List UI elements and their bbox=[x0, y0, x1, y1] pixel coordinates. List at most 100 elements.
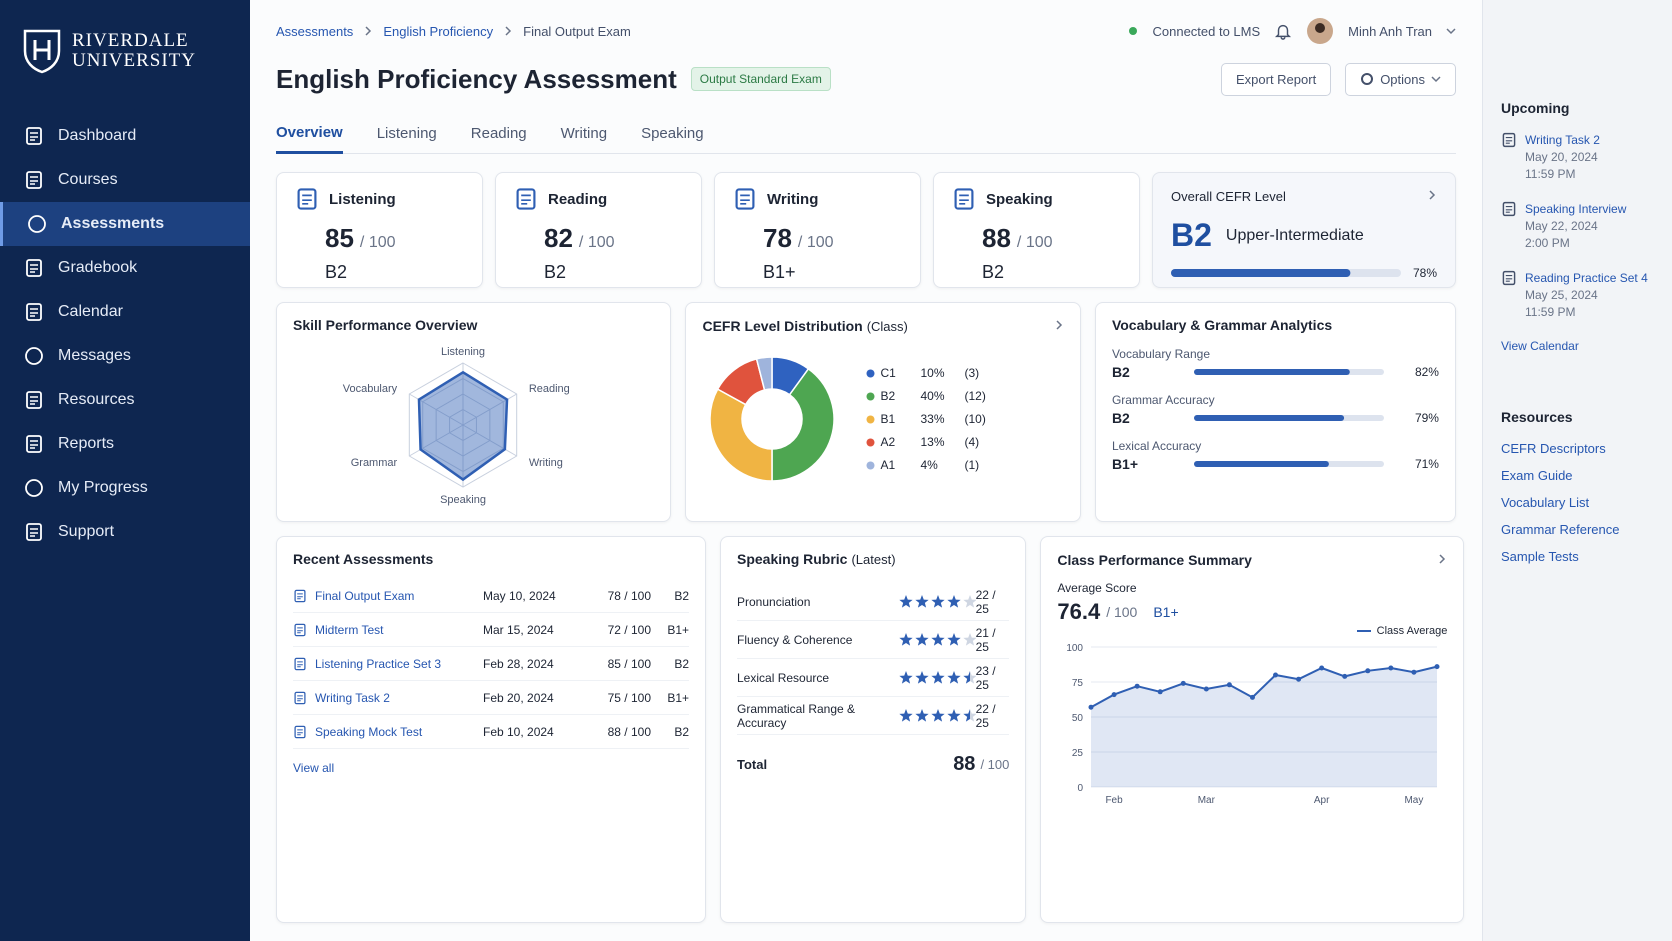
nav-item[interactable]: Dashboard bbox=[0, 114, 250, 158]
resource-link[interactable]: CEFR Descriptors bbox=[1501, 441, 1606, 456]
nav-item[interactable]: Messages bbox=[0, 334, 250, 378]
y-tick-label: 50 bbox=[1072, 713, 1084, 724]
upcoming-date: May 22, 2024 bbox=[1525, 219, 1598, 233]
status-text: Connected to LMS bbox=[1152, 23, 1261, 39]
resource-link[interactable]: Sample Tests bbox=[1501, 549, 1579, 564]
bell-shape bbox=[1275, 24, 1292, 40]
icon bbox=[26, 391, 42, 409]
nav-item[interactable]: Resources bbox=[0, 378, 250, 422]
legend-swatch bbox=[866, 392, 875, 400]
donut-slice bbox=[709, 388, 774, 482]
recent-link[interactable]: View all bbox=[293, 761, 335, 775]
star bbox=[947, 594, 961, 608]
star bbox=[963, 632, 976, 646]
rubric-score: 22 / 25 bbox=[975, 701, 996, 730]
tab[interactable]: Speaking bbox=[641, 125, 704, 142]
recent-cell: Feb 20, 2024 bbox=[483, 690, 554, 705]
recent-cell[interactable]: Midterm Test bbox=[315, 622, 384, 637]
resources-title: Resources bbox=[1501, 409, 1573, 425]
skill-level: B1+ bbox=[763, 262, 796, 282]
rubric-criterion: Fluency & Coherence bbox=[737, 632, 853, 647]
resource-link[interactable]: Exam Guide bbox=[1501, 468, 1573, 483]
breadcrumb-item[interactable]: Assessments bbox=[276, 23, 354, 39]
rubric-score: 23 / 25 bbox=[975, 663, 996, 692]
nav-item[interactable]: Support bbox=[0, 510, 250, 554]
icon-shape bbox=[26, 259, 42, 277]
bottom-panels: Recent Assessments Final Output Exam May 1… bbox=[276, 536, 1465, 923]
button[interactable]: Options bbox=[1345, 62, 1456, 96]
y-tick-label: 100 bbox=[1067, 643, 1084, 654]
point bbox=[1365, 668, 1371, 674]
nav-item[interactable]: My Progress bbox=[0, 466, 250, 510]
logo-line: RIVERDALE bbox=[72, 30, 189, 51]
stars bbox=[899, 632, 976, 646]
legend-swatch bbox=[866, 461, 875, 469]
distribution-subtitle: (Class) bbox=[866, 318, 908, 334]
upcoming-time: 11:59 PM bbox=[1525, 167, 1576, 181]
icon-shape bbox=[1505, 206, 1513, 213]
analytics-level: B2 bbox=[1111, 410, 1130, 426]
point bbox=[1227, 682, 1233, 688]
icon bbox=[26, 523, 42, 541]
nav-item[interactable]: Calendar bbox=[0, 290, 250, 334]
recent-cell[interactable]: Final Output Exam bbox=[315, 588, 415, 603]
user-name[interactable]: Minh Anh Tran bbox=[1348, 23, 1432, 39]
nav-label: Support bbox=[58, 523, 115, 540]
badge: Output Standard Exam bbox=[690, 67, 831, 91]
button[interactable]: Export Report bbox=[1220, 62, 1332, 96]
nav-item[interactable]: Gradebook bbox=[0, 246, 250, 290]
icon-shape bbox=[26, 391, 42, 409]
icon bbox=[26, 127, 42, 145]
point bbox=[1158, 689, 1164, 695]
upcoming-text: Writing Task 2 May 20, 2024 11:59 PM bbox=[1525, 132, 1600, 183]
legend-percent: 13% bbox=[920, 435, 945, 449]
skill-head: Listening bbox=[295, 187, 464, 211]
recent-cell[interactable]: Listening Practice Set 3 bbox=[315, 656, 442, 671]
icon-shape bbox=[735, 188, 755, 210]
tab[interactable]: Writing bbox=[560, 125, 608, 142]
icon-shape bbox=[740, 194, 750, 205]
upcoming-name[interactable]: Reading Practice Set 4 bbox=[1525, 271, 1648, 285]
tabs: Overview Listening Reading Writing Speaking bbox=[276, 114, 1456, 154]
star bbox=[915, 708, 929, 722]
resource-link[interactable]: Grammar Reference bbox=[1501, 522, 1620, 537]
icon-shape bbox=[294, 657, 306, 670]
y-tick-label: 0 bbox=[1078, 783, 1084, 794]
breadcrumb-item[interactable]: Final Output Exam bbox=[523, 23, 631, 39]
star bbox=[931, 708, 945, 722]
nav-item[interactable]: Assessments bbox=[0, 202, 250, 246]
upcoming-name[interactable]: Writing Task 2 bbox=[1525, 133, 1600, 147]
icon-shape bbox=[30, 264, 38, 273]
recent-panel: Recent Assessments Final Output Exam May 1… bbox=[276, 536, 706, 923]
icon-shape bbox=[30, 308, 38, 317]
upcoming-link[interactable]: View Calendar bbox=[1501, 339, 1579, 353]
recent-cell[interactable]: Speaking Mock Test bbox=[315, 724, 423, 739]
upcoming-item: Speaking Interview May 22, 2024 2:00 PM bbox=[1501, 201, 1654, 252]
rubric-row: Fluency & Coherence 21 / 25 bbox=[737, 621, 1010, 659]
logo-shield bbox=[23, 29, 61, 74]
skill-name: Writing bbox=[767, 190, 819, 208]
recent-cell: B2 bbox=[674, 656, 689, 671]
tab[interactable]: Listening bbox=[376, 125, 437, 142]
gear bbox=[1361, 73, 1374, 85]
tab[interactable]: Overview bbox=[276, 114, 343, 154]
point bbox=[1111, 692, 1117, 698]
bell-icon[interactable] bbox=[1274, 22, 1292, 40]
recent-cell[interactable]: Writing Task 2 bbox=[315, 690, 390, 705]
icon bbox=[26, 435, 42, 453]
resource-link[interactable]: Vocabulary List bbox=[1501, 495, 1590, 510]
star bbox=[931, 594, 945, 608]
nav-item[interactable]: Reports bbox=[0, 422, 250, 466]
star bbox=[915, 594, 929, 608]
page-title: English Proficiency Assessment bbox=[276, 63, 677, 94]
upcoming-time: 2:00 PM bbox=[1525, 236, 1570, 250]
skill-card: Writing 78 / 100 B1+ bbox=[714, 172, 921, 288]
point bbox=[1388, 665, 1394, 671]
breadcrumb-item[interactable]: English Proficiency bbox=[383, 23, 494, 39]
icon bbox=[297, 188, 317, 210]
tab[interactable]: Reading bbox=[470, 125, 527, 142]
upcoming-name[interactable]: Speaking Interview bbox=[1525, 202, 1627, 216]
icon-shape bbox=[294, 589, 306, 602]
analytics-title: Vocabulary & Grammar Analytics bbox=[1111, 317, 1333, 333]
nav-item[interactable]: Courses bbox=[0, 158, 250, 202]
